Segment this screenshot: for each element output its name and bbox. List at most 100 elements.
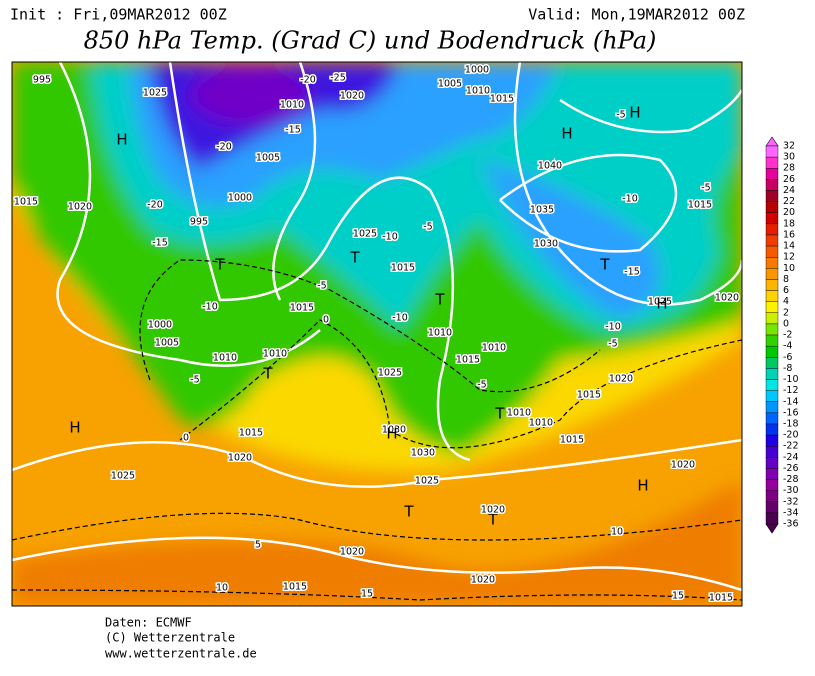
contour-label: -10 [622, 194, 638, 205]
contour-label: 1020 [609, 374, 633, 385]
contour-label: 1015 [391, 263, 415, 274]
pressure-system: T [487, 511, 498, 529]
colorbar-band [765, 279, 779, 291]
contour-label: 10 [611, 527, 623, 538]
contour-label: 5 [255, 540, 261, 551]
colorbar-label: 22 [783, 196, 795, 207]
pressure-system: H [116, 131, 127, 149]
contour-label: -15 [624, 267, 640, 278]
contour-label: 1025 [143, 88, 167, 99]
colorbar-label: -22 [783, 441, 799, 452]
colorbar-band [765, 512, 779, 525]
colorbar-band [765, 468, 779, 480]
colorbar-label: 4 [783, 296, 789, 307]
colorbar-band [765, 368, 779, 380]
contour-label: 1020 [228, 453, 252, 464]
contour-label: 1025 [378, 368, 402, 379]
contour-label: 1020 [471, 575, 495, 586]
colorbar-label: 12 [783, 252, 795, 263]
contour-label: 1010 [263, 349, 287, 360]
footer-line: (C) Wetterzentrale [105, 631, 235, 645]
pressure-system: T [349, 249, 360, 267]
colorbar-label: 28 [783, 163, 795, 174]
valid-date: Valid: Mon,19MAR2012 00Z [528, 6, 745, 24]
contour-label: 1030 [534, 239, 558, 250]
contour-label: -5 [423, 222, 432, 233]
colorbar-label: -24 [783, 452, 799, 463]
contour-label: 1015 [560, 435, 584, 446]
contour-label: 1020 [671, 460, 695, 471]
pressure-system: T [262, 365, 273, 383]
colorbar-label: -16 [783, 407, 799, 418]
contour-label: 1030 [411, 448, 435, 459]
contour-label: -20 [300, 75, 316, 86]
colorbar-label: 32 [783, 141, 795, 152]
contour-label: 1040 [538, 161, 562, 172]
pressure-system: T [494, 405, 505, 423]
contour-label: 1020 [481, 505, 505, 516]
contour-label: 1010 [280, 100, 304, 111]
contour-label: -5 [317, 281, 326, 292]
contour-label: -5 [701, 183, 710, 194]
colorbar-label: -8 [783, 363, 792, 374]
contour-label: 15 [361, 589, 373, 600]
contour-label: 1010 [428, 328, 452, 339]
pressure-system: H [637, 477, 648, 495]
colorbar-band [765, 223, 779, 236]
footer-line: Daten: ECMWF [105, 616, 192, 630]
colorbar-label: -2 [783, 330, 792, 341]
map-frame [11, 61, 743, 607]
colorbar-label: -18 [783, 419, 799, 430]
colorbar-label: 0 [783, 318, 789, 329]
init-date: Init : Fri,09MAR2012 00Z [10, 6, 227, 24]
contour-label: 1015 [490, 94, 514, 105]
contour-label: 1010 [213, 353, 237, 364]
colorbar-band [765, 301, 779, 313]
colorbar-band [765, 212, 779, 225]
colorbar-band [765, 145, 779, 158]
pressure-system: H [561, 125, 572, 143]
contour-label: -15 [285, 125, 301, 136]
colorbar-label: -6 [783, 352, 792, 363]
colorbar-band [765, 401, 779, 414]
colorbar-band [765, 434, 779, 447]
colorbar-label: 18 [783, 218, 795, 229]
contour-label: -20 [147, 200, 163, 211]
colorbar-band [765, 423, 779, 436]
colorbar-label: 24 [783, 185, 795, 196]
colorbar-label: 14 [783, 241, 795, 252]
colorbar-band [765, 179, 779, 191]
pressure-system: H [656, 295, 667, 313]
colorbar-label: -14 [783, 396, 799, 407]
contour-label: 1025 [648, 297, 672, 308]
contour-label: 0 [183, 433, 189, 444]
colorbar-band [765, 245, 779, 258]
colorbar: 32302826242220181614121086420-2-4-6-8-10… [765, 136, 799, 534]
pressure-system: T [434, 291, 445, 309]
contour-label: 1000 [465, 65, 489, 76]
contour-label: 1035 [530, 205, 554, 216]
colorbar-label: 8 [783, 274, 789, 285]
contour-label: 1020 [715, 293, 739, 304]
colorbar-band [765, 268, 779, 280]
colorbar-band [765, 156, 779, 169]
contour-label: 1010 [529, 418, 553, 429]
contour-label: 15 [672, 591, 684, 602]
contour-label: -5 [616, 110, 625, 121]
contour-label: -15 [152, 238, 168, 249]
colorbar-band [765, 479, 779, 491]
colorbar-band [765, 168, 779, 180]
colorbar-label: 10 [783, 263, 795, 274]
pressure-system: H [386, 425, 397, 443]
colorbar-label: -12 [783, 385, 799, 396]
contour-label: 1015 [239, 428, 263, 439]
colorbar-cap [765, 523, 779, 534]
colorbar-label: -26 [783, 463, 799, 474]
colorbar-label: 16 [783, 229, 795, 240]
colorbar-band [765, 201, 779, 213]
colorbar-label: -20 [783, 430, 799, 441]
contour-label: 1005 [256, 153, 280, 164]
footer-line: www.wetterzentrale.de [105, 647, 257, 661]
contour-label: -10 [605, 322, 621, 333]
